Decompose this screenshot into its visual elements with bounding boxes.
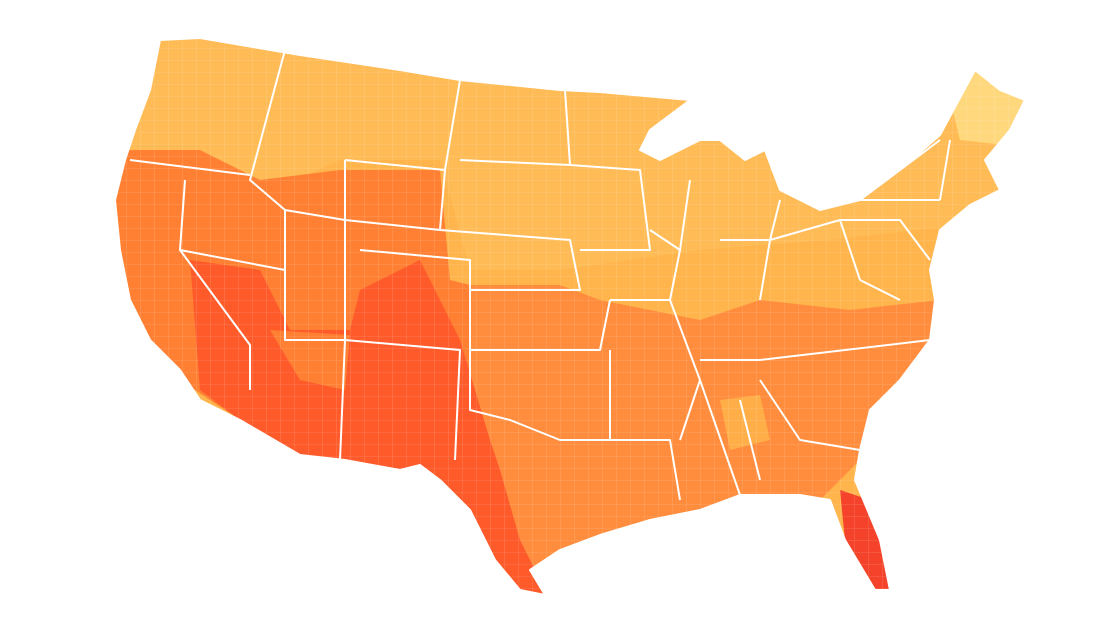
state-lines — [129, 49, 951, 501]
us-outline — [114, 37, 1026, 596]
state-borders — [114, 37, 1026, 596]
regions — [115, 38, 1025, 595]
county-grid — [115, 38, 1025, 595]
